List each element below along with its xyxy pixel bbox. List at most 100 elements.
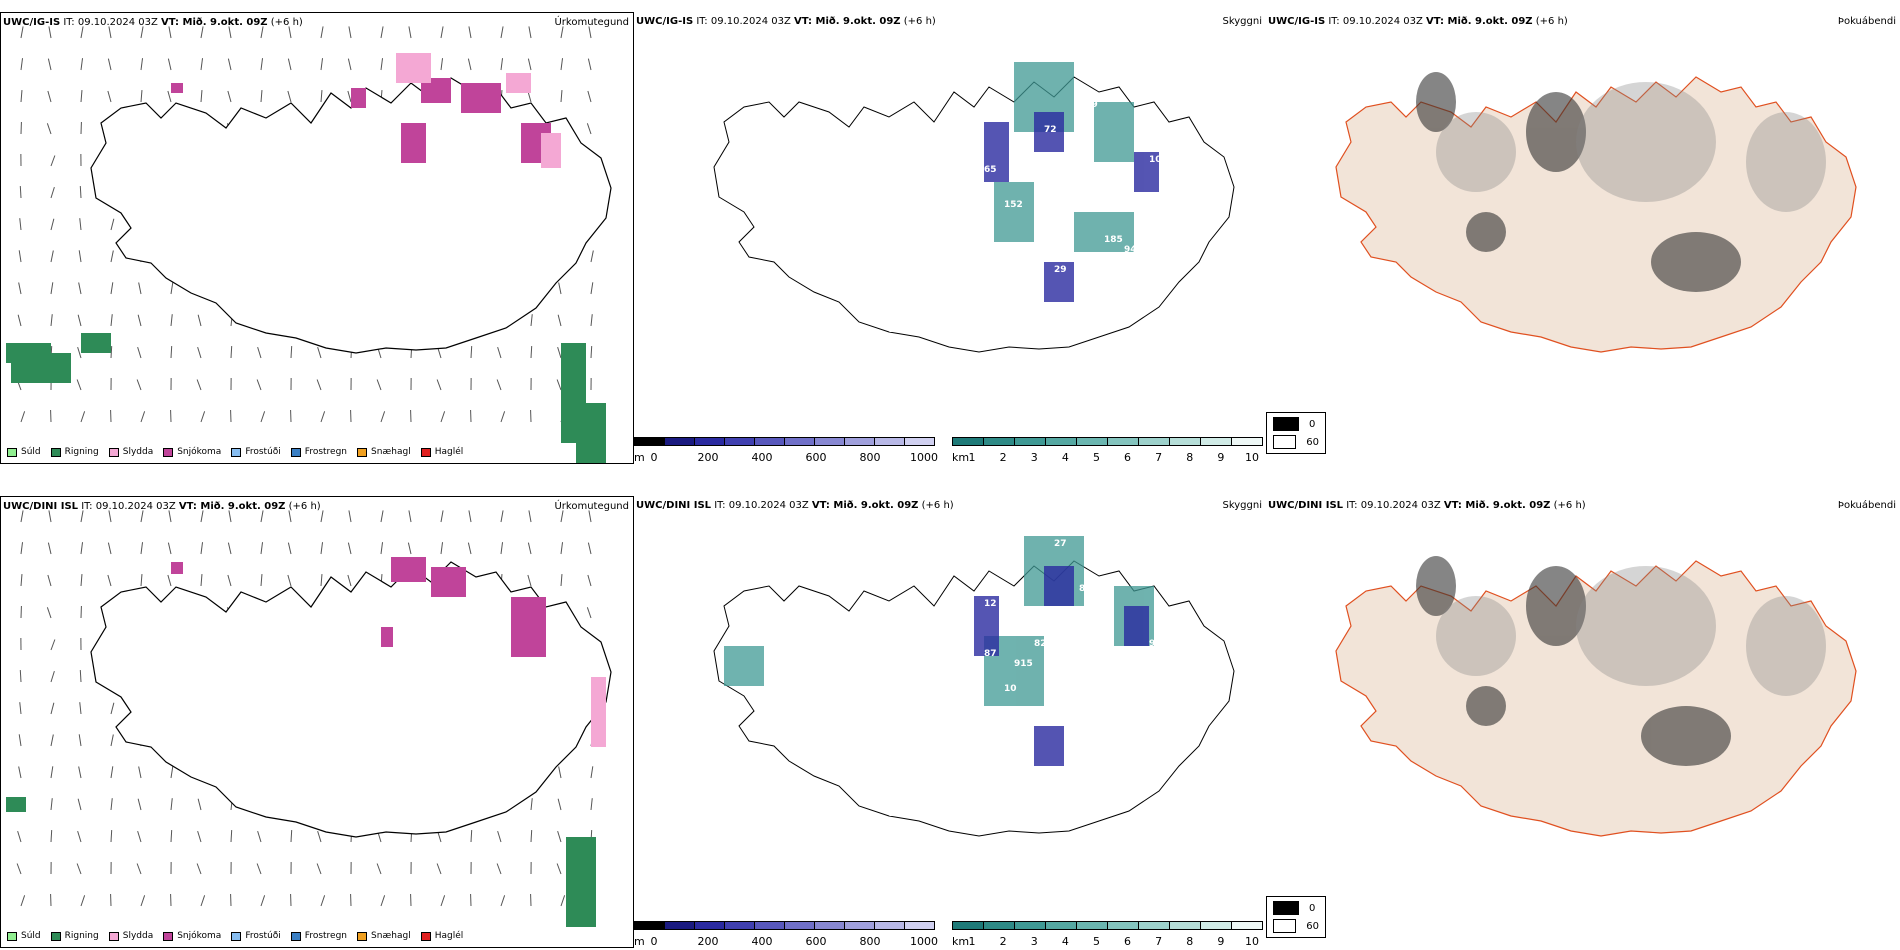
- wind-barb: [230, 346, 233, 359]
- legend-swatch: [290, 447, 301, 457]
- visibility-value-label: 167: [1124, 729, 1143, 739]
- wind-barb: [320, 90, 323, 103]
- init-time: IT: 09.10.2024 03Z: [60, 17, 162, 28]
- legend-label: Frostúði: [245, 447, 281, 457]
- colorbar-tick-label: 5: [1092, 935, 1100, 948]
- iceland-outline: [713, 76, 1235, 353]
- colorbar-tick-label: 800: [859, 935, 881, 948]
- wind-barb: [79, 670, 82, 683]
- colorbar-band: [1014, 437, 1046, 446]
- sleet-areas: [396, 53, 561, 168]
- colorbar-tick-label: 1: [968, 935, 976, 948]
- wind-barb: [140, 58, 144, 71]
- fog-legend-swatch: [1273, 901, 1299, 915]
- wind-barb: [197, 798, 202, 811]
- snow-areas: [171, 78, 551, 163]
- wind-barb: [260, 58, 264, 71]
- wind-barb: [50, 830, 53, 843]
- colorbar-band: [1231, 437, 1263, 446]
- wind-barb: [260, 510, 264, 523]
- colorbar-tick-label: 8: [1186, 451, 1194, 464]
- wind-barb: [17, 830, 22, 843]
- valid-time: VT: Mið. 9.okt. 09Z: [1426, 16, 1533, 27]
- visibility-value-label: 72: [1044, 125, 1057, 135]
- colorbar-band: [1200, 921, 1232, 930]
- wind-barb: [200, 574, 203, 587]
- wind-barb: [497, 346, 502, 359]
- cloudbase-panel-top: UWC/IG-IS IT: 09.10.2024 03Z VT: Mið. 9.…: [634, 12, 1266, 464]
- colorbar-band: [904, 921, 935, 930]
- wind-barb: [50, 186, 55, 199]
- fog-map: [1335, 72, 1857, 353]
- wind-barb: [50, 734, 54, 747]
- wind-barb: [260, 574, 263, 587]
- wind-barb: [138, 766, 142, 779]
- legend-item: Snjókoma: [163, 447, 221, 457]
- wind-barb: [260, 26, 264, 39]
- wind-barb: [590, 766, 594, 779]
- wind-barb: [79, 702, 82, 715]
- wind-barb: [557, 346, 562, 359]
- visibility-value-label: 21: [994, 564, 1007, 574]
- wind-barb: [380, 26, 384, 39]
- wind-barb: [528, 510, 532, 523]
- wind-barb: [47, 542, 52, 555]
- rain-areas: [6, 797, 596, 927]
- wind-barb: [50, 282, 54, 295]
- iceland-outline: [713, 560, 1235, 837]
- wind-barb: [18, 734, 22, 747]
- legend-label: Slydda: [122, 931, 154, 941]
- visibility-value-label: 32: [1129, 564, 1142, 574]
- wind-barb: [587, 90, 592, 103]
- wind-barb: [527, 542, 532, 555]
- wind-barb: [556, 863, 562, 875]
- wind-barb: [47, 58, 52, 71]
- wind-barb: [137, 314, 142, 327]
- panel-header: UWC/DINI ISL IT: 09.10.2024 03Z VT: Mið.…: [1268, 500, 1586, 511]
- colorbar-band: [694, 437, 725, 446]
- wind-barb: [587, 58, 592, 71]
- colorbar-tick-label: 4: [1061, 451, 1069, 464]
- wind-barb: [77, 346, 82, 359]
- wind-barb: [79, 218, 82, 231]
- wind-barb: [227, 58, 232, 71]
- wind-barb: [140, 574, 143, 587]
- wind-barb: [287, 58, 292, 71]
- wind-barb: [50, 702, 55, 715]
- wind-barb: [167, 58, 172, 71]
- ceiling-unit: m: [634, 935, 645, 948]
- legend-label: Haglél: [434, 931, 464, 941]
- legend-label: Frostregn: [304, 447, 348, 457]
- colorbar-band: [814, 921, 845, 930]
- wind-barb: [590, 282, 594, 295]
- legend-label: Snjókoma: [177, 447, 222, 457]
- legend-swatch: [50, 447, 61, 457]
- legend-item: Frostúði: [231, 447, 281, 457]
- colorbar-band: [724, 437, 755, 446]
- wind-barb: [260, 90, 263, 103]
- wind-barb: [50, 670, 55, 683]
- valid-time: VT: Mið. 9.okt. 09Z: [811, 500, 919, 511]
- colorbar-band: [664, 921, 695, 930]
- colorbar-band: [784, 921, 815, 930]
- wind-barb: [407, 542, 412, 555]
- legend-swatch: [290, 931, 301, 941]
- colorbar-tick-label: 6: [1124, 935, 1132, 948]
- wind-barb: [78, 766, 82, 779]
- legend-item: Súld: [7, 447, 41, 457]
- wind-barb: [80, 510, 84, 523]
- wind-barb: [380, 58, 384, 71]
- wind-barb: [467, 542, 472, 555]
- wind-barb: [288, 510, 292, 523]
- wind-barb: [78, 250, 82, 263]
- visibility-value-label: 31: [1064, 140, 1077, 150]
- wind-barb: [436, 379, 442, 391]
- wind-barb: [107, 90, 112, 103]
- colorbar-band: [1076, 921, 1108, 930]
- wind-barb: [107, 574, 112, 587]
- wind-barb: [348, 510, 352, 523]
- wind-barb: [590, 250, 594, 263]
- fog-legend-row: 0: [1273, 417, 1319, 431]
- colorbar-tick-label: 400: [751, 451, 773, 464]
